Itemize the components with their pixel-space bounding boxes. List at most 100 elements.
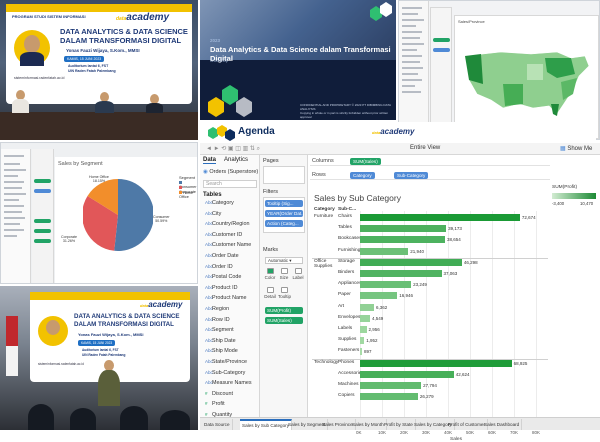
subcategory-label: Envelopes (338, 314, 361, 320)
pie-slice-consumer (114, 179, 153, 251)
subcategory-label: Furnishings (338, 247, 363, 253)
audience-3 (120, 406, 148, 430)
dimension-icon: Abc (205, 337, 213, 343)
bar-machines[interactable] (360, 382, 422, 389)
dimension-field[interactable]: AbcSub-Category (205, 369, 246, 376)
filter-pill-tooltip[interactable]: Tooltip (Sig... (265, 200, 303, 207)
dimension-field[interactable]: AbcCustomer Name (205, 242, 252, 249)
dimension-icon: Abc (205, 295, 213, 301)
dimension-icon: Abc (205, 359, 213, 364)
dimension-field[interactable]: AbcRow ID (205, 316, 230, 323)
dimension-field[interactable]: AbcState/Province (205, 359, 248, 365)
dimension-field[interactable]: AbcRegion (205, 306, 230, 312)
bar-bookcases[interactable] (360, 236, 446, 244)
sheet-tab[interactable]: Sales by Sub Category (240, 419, 292, 430)
marks-pill-profit[interactable]: SUM(Profit) (265, 307, 303, 314)
dimension-field[interactable]: AbcCategory (205, 200, 234, 206)
bar-accessories[interactable] (360, 370, 454, 378)
sheet-tab[interactable]: Sales Dashboard (482, 419, 523, 430)
dimension-field[interactable]: AbcPostal Code (205, 274, 242, 281)
columns-pill-sales[interactable]: SUM(Sales) (350, 158, 381, 165)
audience-1 (28, 404, 54, 430)
sheet-tab[interactable]: Sales by Month (350, 419, 387, 430)
filter-pill-year[interactable]: YEAR(Order Dat... (265, 210, 303, 217)
sheet-tab[interactable]: Profit of Customer (446, 419, 489, 430)
bar-envelopes[interactable] (360, 314, 370, 322)
subcategory-label: Labels (338, 326, 353, 331)
field-search-input[interactable]: Search (203, 180, 257, 188)
agenda-slide-header: Agenda dataacademy (200, 122, 596, 142)
tab-data[interactable]: Data (203, 157, 217, 164)
subcategory-label: Storage (338, 258, 355, 264)
measure-field[interactable]: # Quantity (205, 412, 233, 418)
bar-value-label: 897 (363, 349, 372, 355)
sheet-tab[interactable]: Sales by Segment (286, 419, 329, 430)
bar-storage[interactable] (360, 258, 462, 266)
speaker-name: Yonas Fauzi Wijaya, S.Kom., MMSI (66, 48, 140, 53)
dimension-field[interactable]: AbcMeasure Names (205, 380, 252, 387)
measure-field[interactable]: # Discount (205, 390, 233, 397)
toolbar-icons[interactable]: ◄ ► ⟲ ▣ ◫ ▥ ⇅ ⌕ (206, 146, 260, 152)
pages-shelf[interactable] (263, 166, 305, 184)
bar-supplies[interactable] (360, 337, 365, 345)
bar-copiers[interactable] (360, 393, 418, 401)
panelist-3 (150, 94, 159, 104)
x-axis-tick: 20K (400, 430, 409, 435)
dimension-field[interactable]: AbcShip Mode (205, 348, 238, 355)
grid-line (382, 211, 383, 429)
measure-field[interactable]: # Profit (205, 401, 225, 408)
bar-binders[interactable] (360, 270, 442, 277)
slide-year: 2023 (210, 38, 221, 43)
event-date-2: KAMIS, 15 JUNI 2023 (78, 340, 116, 346)
slide-cover-image (200, 0, 396, 60)
segment-pie-chart (83, 179, 153, 251)
dimension-field[interactable]: AbcProduct Name (205, 295, 247, 302)
mark-type-select[interactable]: Automatic ▾ (265, 257, 303, 264)
sheet-tab[interactable]: Data Source (202, 419, 233, 430)
bar-chairs[interactable] (360, 214, 520, 221)
grid-line (470, 211, 471, 429)
bar-labels[interactable] (360, 326, 367, 333)
x-axis-tick: 30K (422, 430, 431, 435)
map-title: Sales/Province (458, 19, 485, 24)
bar-phones[interactable] (360, 359, 512, 367)
sheet-tab[interactable]: Sales Province (320, 419, 356, 430)
marks-pill-sales[interactable]: SUM(Sales) (265, 317, 303, 324)
dimension-field[interactable]: AbcCity (205, 210, 222, 217)
marks-size-button[interactable]: Size (278, 268, 290, 280)
dimension-field[interactable]: AbcProduct ID (205, 284, 238, 291)
bar-fasteners[interactable] (360, 348, 362, 356)
bar-tables[interactable] (360, 225, 447, 233)
rows-pill-subcategory[interactable]: Sub-Category (394, 172, 429, 179)
data-source-name[interactable]: ◉ Orders (Superstore) (203, 169, 259, 175)
grid-line (514, 211, 515, 429)
bar-paper[interactable] (360, 292, 398, 300)
marks-color-button[interactable]: Color (264, 268, 276, 280)
filter-pill-action[interactable]: Action (Categ... (265, 220, 303, 227)
sheet-tab[interactable]: Profit by State (382, 419, 416, 430)
dimension-field[interactable]: AbcShip Date (205, 337, 236, 344)
dimension-field[interactable]: AbcOrder ID (205, 263, 233, 270)
bar-appliances[interactable] (360, 281, 412, 289)
entire-view-select[interactable]: Entire View (410, 145, 441, 151)
tableau-pie-window: Sales by Segment Home Office 18.15% Corp… (0, 142, 198, 284)
marks-label-button[interactable]: Label (292, 268, 304, 280)
dimension-field[interactable]: AbcOrder Date (205, 253, 239, 259)
rows-shelf[interactable]: Rows Category Sub-Category (310, 171, 550, 180)
rows-pill-category[interactable]: Category (350, 172, 375, 179)
agenda-title: Agenda (238, 126, 275, 137)
bar-furnishings[interactable] (360, 247, 409, 255)
marks-tooltip-button[interactable]: Tooltip (278, 287, 291, 299)
bar-value-label: 1,952 (366, 338, 378, 344)
dimension-icon: Abc (205, 348, 213, 354)
columns-shelf[interactable]: Columns SUM(Sales) (310, 157, 550, 166)
pie-legend-corporate: Corporate (179, 186, 197, 194)
tab-analytics[interactable]: Analytics (224, 157, 249, 163)
sheet-tab[interactable]: Sales by Category (412, 419, 455, 430)
bar-art[interactable] (360, 303, 374, 311)
marks-detail-button[interactable]: Detail (264, 287, 276, 299)
show-me-button[interactable]: ▦ Show Me (560, 146, 593, 152)
dimension-field[interactable]: AbcCountry/Region (205, 221, 250, 228)
dimension-field[interactable]: AbcCustomer ID (205, 231, 243, 238)
dimension-field[interactable]: AbcSegment (205, 327, 234, 334)
